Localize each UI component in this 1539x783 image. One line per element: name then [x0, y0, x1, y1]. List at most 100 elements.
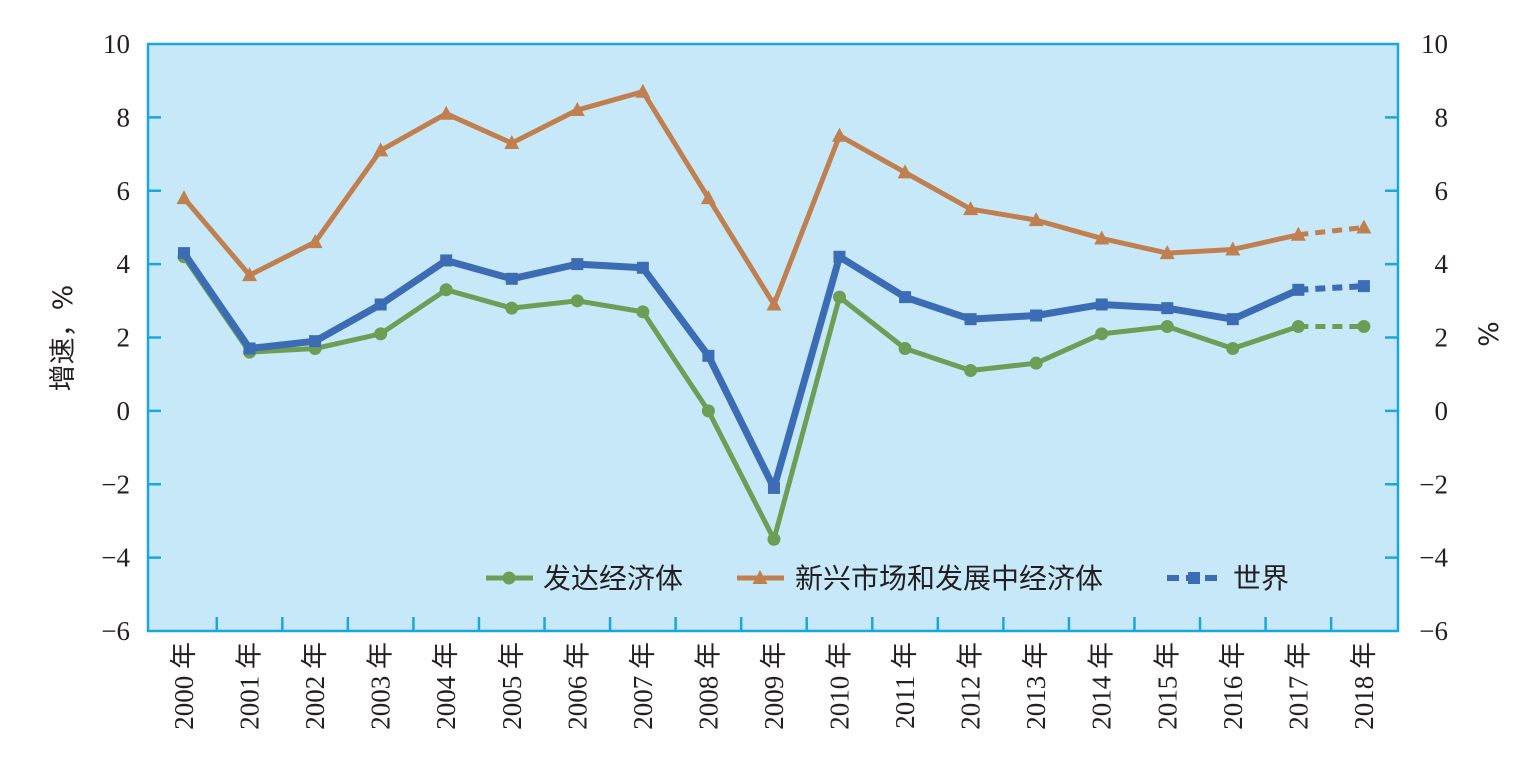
y-tick-label-right: 4	[1435, 249, 1449, 279]
data-point	[1159, 245, 1175, 260]
legend: 发达经济体 新兴市场和发展中经济体 世界	[486, 562, 1289, 595]
data-point	[963, 201, 979, 216]
y-tick-label-left: −4	[101, 543, 130, 573]
data-point	[832, 127, 847, 142]
data-point	[702, 349, 715, 362]
y-tick-label-right: −6	[1419, 616, 1448, 646]
data-point	[1030, 309, 1043, 322]
x-tick-label: 2005 年	[497, 642, 527, 730]
data-point	[440, 254, 453, 267]
series-projection-line	[1298, 224, 1365, 238]
x-tick-label: 2010 年	[825, 642, 855, 730]
data-point	[1356, 219, 1372, 234]
data-point	[833, 290, 846, 304]
y-tick-label-left: −6	[101, 616, 130, 646]
data-point	[439, 283, 453, 297]
data-point	[1029, 356, 1043, 370]
data-point	[505, 301, 519, 315]
data-point	[309, 335, 322, 348]
y-tick-label-left: 10	[103, 29, 130, 59]
data-point	[1291, 319, 1305, 333]
legend-label: 发达经济体	[543, 562, 683, 595]
y-tick-label-right: −2	[1419, 469, 1448, 499]
legend-label: 世界	[1233, 562, 1289, 595]
data-point	[636, 261, 649, 274]
data-point	[178, 247, 190, 260]
series-projection-line	[1298, 283, 1365, 293]
x-tick-label: 2016 年	[1218, 642, 1248, 730]
data-point	[1292, 283, 1305, 296]
x-tick-label: 2017 年	[1283, 642, 1313, 730]
legend-item-2: 世界	[1167, 562, 1289, 595]
data-point	[570, 294, 584, 308]
y-axis-title-left: 增速，%	[48, 285, 79, 392]
x-tick-label: 2012 年	[956, 642, 986, 730]
data-point	[571, 258, 584, 271]
y-tick-label-left: 2	[117, 323, 131, 353]
series-2	[178, 247, 1370, 494]
series-1	[176, 83, 1372, 311]
data-point	[569, 102, 585, 117]
x-tick-label: 2001 年	[235, 642, 265, 730]
data-point	[1161, 302, 1174, 315]
y-tick-label-left: 6	[117, 176, 131, 206]
x-tick-label: 2018 年	[1349, 642, 1379, 730]
legend-item-1: 新兴市场和发展中经济体	[737, 562, 1103, 595]
series-0	[177, 250, 1371, 546]
legend-item-0: 发达经济体	[486, 562, 683, 595]
y-tick-label-left: 0	[117, 396, 131, 426]
x-tick-label: 2004 年	[431, 642, 461, 730]
data-point	[1095, 298, 1108, 311]
x-tick-label: 2011 年	[890, 642, 920, 729]
x-tick-label: 2014 年	[1087, 642, 1117, 730]
data-point	[833, 250, 846, 263]
data-point	[505, 272, 518, 285]
y-axis-title-right: %	[1474, 321, 1505, 347]
data-point	[700, 190, 716, 205]
data-point	[767, 481, 780, 494]
x-tick-label: 2008 年	[693, 642, 723, 730]
data-point	[1226, 342, 1240, 356]
data-point	[438, 105, 454, 120]
y-tick-label-right: 2	[1435, 323, 1449, 353]
data-point	[307, 234, 323, 249]
data-point	[899, 291, 912, 304]
y-tick-label-right: −4	[1419, 543, 1448, 573]
data-point	[767, 532, 781, 546]
data-point	[635, 83, 651, 98]
data-point	[1225, 241, 1241, 256]
legend-marker	[502, 571, 516, 585]
axis-layer: 10 10 8 8 6 6 4 4 2 2 0 0 −2 −2 −4 −4 −6 −6 2000 年 2001 年 20…	[101, 29, 1448, 730]
y-tick-label-right: 6	[1435, 176, 1449, 206]
x-tick-label: 2000 年	[169, 642, 199, 730]
data-point	[1290, 226, 1306, 241]
y-tick-label-left: 8	[117, 102, 131, 132]
data-point	[373, 142, 389, 157]
data-point	[176, 190, 192, 205]
data-point	[1094, 230, 1110, 245]
data-point	[242, 267, 258, 282]
data-point	[243, 342, 256, 355]
data-point	[964, 364, 978, 378]
data-point	[1160, 319, 1174, 333]
data-point	[374, 298, 387, 311]
data-point	[964, 313, 977, 326]
x-tick-label: 2002 年	[300, 642, 330, 730]
x-tick-label: 2003 年	[366, 642, 396, 730]
data-point	[1095, 327, 1109, 341]
data-point	[766, 296, 782, 311]
x-tick-label: 2013 年	[1021, 642, 1051, 730]
x-tick-label: 2009 年	[759, 642, 789, 730]
data-point	[1357, 280, 1370, 293]
data-point	[1226, 313, 1239, 326]
y-tick-label-right: 0	[1435, 396, 1449, 426]
x-tick-label: 2015 年	[1152, 642, 1182, 730]
y-tick-label-left: 4	[117, 249, 131, 279]
legend-label: 新兴市场和发展中经济体	[795, 562, 1103, 595]
x-tick-label: 2007 年	[628, 642, 658, 730]
series-line	[182, 89, 1299, 307]
data-point	[504, 135, 520, 150]
data-point	[1028, 212, 1044, 227]
legend-marker	[752, 570, 768, 584]
